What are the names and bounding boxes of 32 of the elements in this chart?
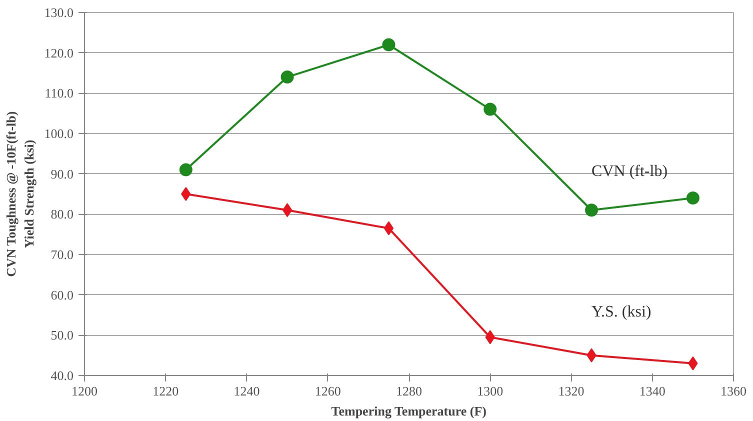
- point: [686, 192, 700, 205]
- x-tick-label: 1220: [152, 384, 179, 398]
- y-tick-label: 80.0: [50, 206, 74, 222]
- point: [484, 102, 497, 116]
- y-tick-label: 70.0: [50, 247, 74, 262]
- point: [181, 187, 191, 201]
- y-tick-label: 90.0: [50, 166, 74, 182]
- x-tick-label: 1260: [314, 384, 341, 398]
- y-tick-label: 50.0: [50, 328, 74, 343]
- point: [384, 221, 394, 236]
- y-tick-label: 100.0: [44, 126, 74, 141]
- y-tick-label: 130.0: [44, 5, 74, 20]
- point: [382, 38, 396, 52]
- point: [282, 203, 292, 218]
- point: [280, 70, 294, 84]
- point: [585, 204, 598, 217]
- x-axis-title: Tempering Temperature (F): [331, 404, 487, 418]
- x-tick-label: 1360: [720, 384, 746, 398]
- x-tick-label: 1320: [558, 384, 584, 398]
- x-tick-label: 1340: [639, 384, 666, 398]
- x-tick-label: 1200: [72, 384, 98, 398]
- y-tick-label: 120.0: [44, 45, 74, 60]
- series-label: Y.S. (ksi): [592, 303, 652, 320]
- x-tick-label: 1240: [234, 384, 260, 398]
- y-tick-label: 40.0: [50, 368, 74, 383]
- x-tick-label: 1300: [477, 384, 504, 398]
- series-label: CVN (ft-lb): [592, 163, 668, 180]
- x-tick-label: 1280: [396, 384, 422, 398]
- y-axis-title: CVN Toughness @ -10F(ft-lb) Yield Strength (ksi): [3, 111, 36, 277]
- y-tick-label: 60.0: [50, 287, 74, 302]
- point: [179, 163, 192, 176]
- y-tick-label: 110.0: [44, 86, 74, 101]
